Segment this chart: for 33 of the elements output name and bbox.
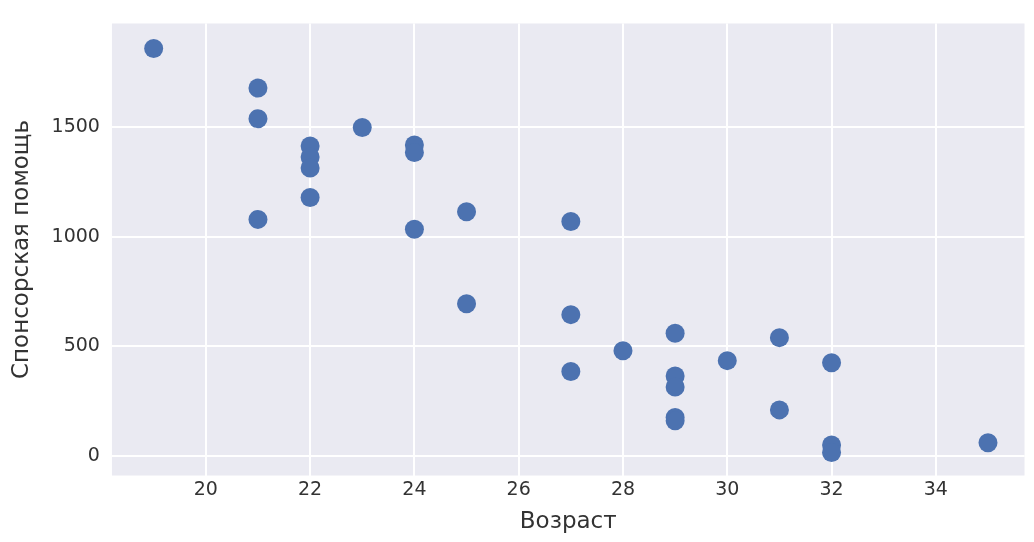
y-tick-label: 500 [63,333,100,356]
x-tick-label: 24 [402,476,427,499]
y-tick-label: 0 [87,442,100,465]
point [717,351,737,371]
point [561,305,581,325]
point [613,341,633,361]
x-axis-title: Возраст [519,507,617,534]
x-tick-label: 28 [610,476,636,499]
y-axis-title: Спонсорская помощь [6,119,33,380]
point [248,78,268,98]
point [352,117,372,137]
x-tick-label: 30 [715,476,740,499]
point [978,433,998,453]
x-tick-label: 34 [923,476,948,499]
point [561,362,581,382]
point [457,294,477,314]
point [457,202,477,222]
point [248,209,268,229]
point [144,39,164,59]
point [248,109,268,129]
x-tick-label: 22 [298,476,323,499]
point [769,400,789,420]
point [769,328,789,348]
x-tick-label: 32 [819,476,844,499]
x-tick-label: 20 [193,476,218,499]
point [300,187,320,207]
point [822,353,842,373]
point [404,219,424,239]
point [665,323,685,343]
point [561,212,581,232]
y-tick-label: 1500 [51,114,100,137]
x-tick-label: 26 [506,476,531,499]
y-tick-label: 1000 [51,223,100,246]
